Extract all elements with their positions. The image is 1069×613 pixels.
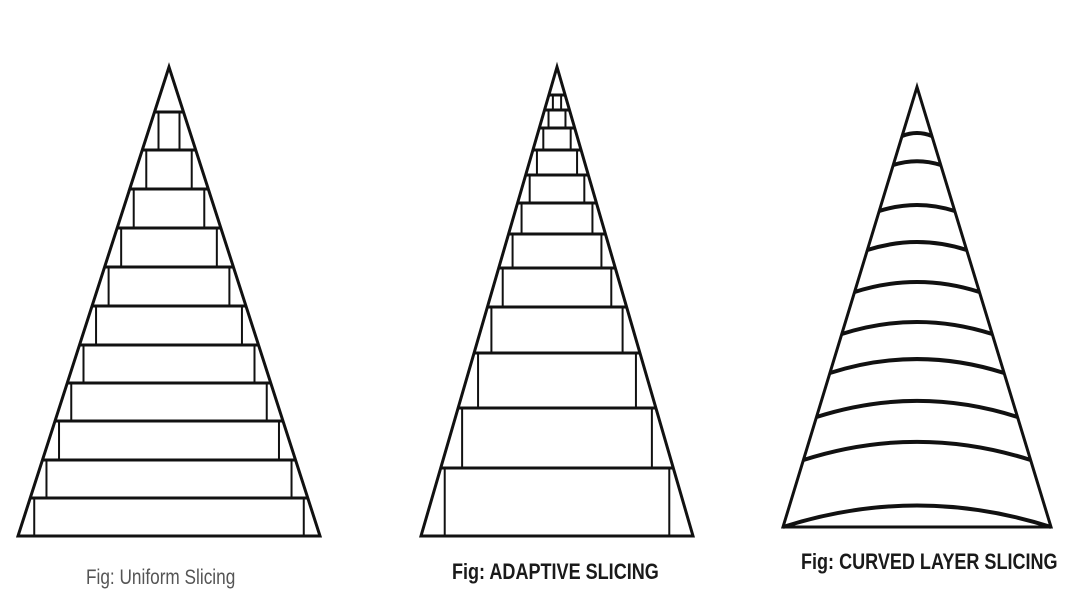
- outer-triangle: [15, 62, 323, 538]
- curved-layer-line: [901, 131, 933, 138]
- uniform-slicing-diagram: [15, 62, 323, 538]
- curved-layer-slicing-caption: Fig: CURVED LAYER SLICING: [801, 549, 1058, 574]
- adaptive-slicing-diagram: [419, 61, 695, 538]
- curved-layer-line: [892, 159, 942, 167]
- curved-layer-line: [829, 357, 1005, 375]
- outer-triangle: [419, 61, 695, 538]
- curved-layer-line: [841, 320, 993, 336]
- curved-layer-slicing-diagram: [780, 81, 1054, 529]
- uniform-slicing-caption: Fig: Uniform Slicing: [86, 566, 236, 589]
- curved-layer-line: [802, 439, 1032, 462]
- curved-layer-line: [878, 203, 956, 213]
- curved-layer-line: [866, 240, 968, 252]
- outer-triangle: [780, 81, 1054, 529]
- curved-layer-line: [782, 503, 1052, 529]
- curved-layer-line: [815, 398, 1019, 419]
- adaptive-slicing-caption: Fig: ADAPTIVE SLICING: [452, 559, 659, 584]
- curved-layer-line: [853, 280, 981, 294]
